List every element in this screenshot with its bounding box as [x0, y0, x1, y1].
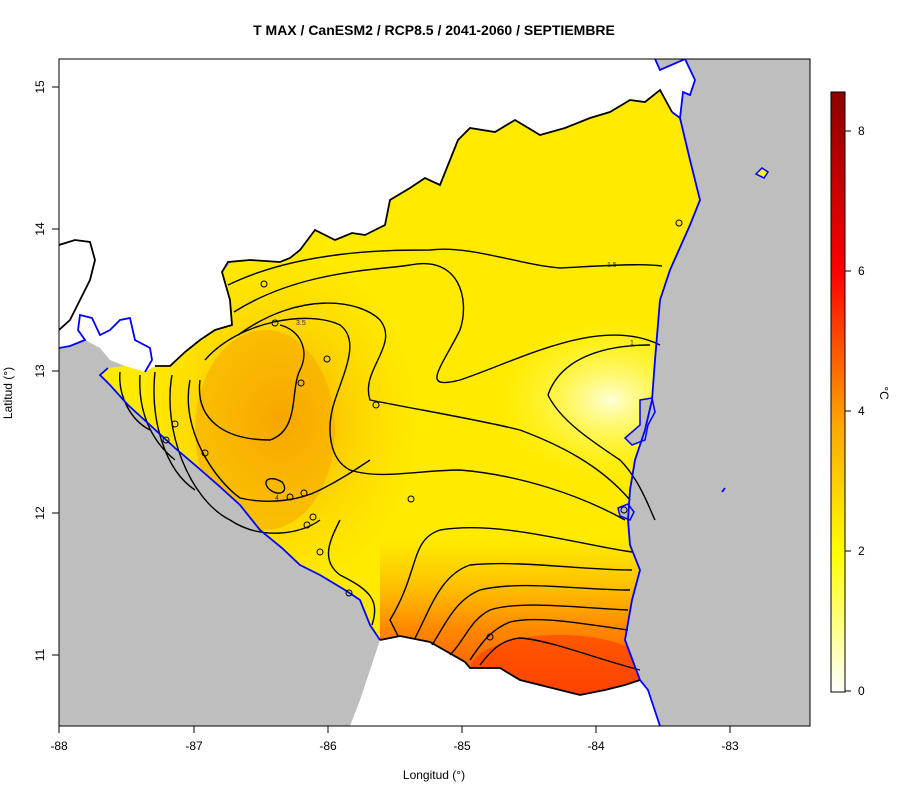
land-north — [59, 59, 695, 372]
station-marker — [260, 280, 268, 288]
x-tick-label: -87 — [185, 739, 203, 753]
colorbar-tick-label: 8 — [858, 124, 865, 138]
plot-frame — [58, 58, 811, 727]
colorbar-label: °C — [877, 386, 891, 400]
colorbar-ticks — [845, 130, 851, 692]
contour-label: 1 — [630, 340, 634, 347]
station-marker — [407, 495, 415, 503]
x-axis — [58, 726, 731, 733]
station-marker — [316, 548, 324, 556]
lake-shape — [623, 397, 656, 446]
map-title: T MAX / CanESM2 / RCP8.5 / 2041-2060 / S… — [253, 22, 615, 38]
x-tick-label: -83 — [721, 739, 739, 753]
y-axis — [52, 86, 59, 656]
y-tick-label: 13 — [33, 364, 47, 378]
x-tick-label: -86 — [319, 739, 337, 753]
y-tick-label: 15 — [33, 80, 47, 94]
station-marker — [162, 436, 170, 444]
political-border — [59, 88, 673, 696]
y-tick-label: 14 — [33, 222, 47, 236]
station-marker — [345, 589, 353, 597]
contour-label: 3.5 — [296, 320, 306, 327]
station-marker — [171, 420, 179, 428]
colorbar-tick-label: 0 — [858, 684, 865, 698]
station-marker — [372, 401, 380, 409]
x-tick-label: -84 — [587, 739, 605, 753]
station-marker — [303, 521, 311, 529]
colorbar-tick-label: 4 — [858, 404, 865, 418]
x-tick-label: -88 — [50, 739, 68, 753]
contour-lines — [119, 248, 663, 671]
station-marker — [300, 489, 308, 497]
station-marker — [286, 493, 294, 501]
y-axis-label: Latitud (°) — [1, 367, 15, 419]
land-south — [350, 636, 660, 726]
y-tick-label: 11 — [33, 648, 47, 661]
station-markers — [162, 219, 683, 641]
station-marker — [620, 506, 628, 514]
colorbar — [830, 91, 846, 693]
station-marker — [309, 513, 317, 521]
x-axis-label: Longitud (°) — [403, 768, 465, 782]
contour-label: 1.5 — [607, 262, 617, 269]
station-marker — [297, 379, 305, 387]
island — [754, 167, 770, 179]
plot-area: 1.5 1 3.5 4 — [59, 59, 810, 726]
station-marker — [675, 219, 683, 227]
x-tick-label: -85 — [453, 739, 471, 753]
y-tick-label: 12 — [33, 506, 47, 520]
station-marker — [201, 449, 209, 457]
station-marker — [271, 319, 279, 327]
colorbar-tick-label: 6 — [858, 264, 865, 278]
station-marker — [486, 633, 494, 641]
station-marker — [323, 355, 331, 363]
coastline — [59, 59, 726, 726]
contour-label: 4 — [275, 495, 279, 502]
colorbar-tick-label: 2 — [858, 544, 865, 558]
